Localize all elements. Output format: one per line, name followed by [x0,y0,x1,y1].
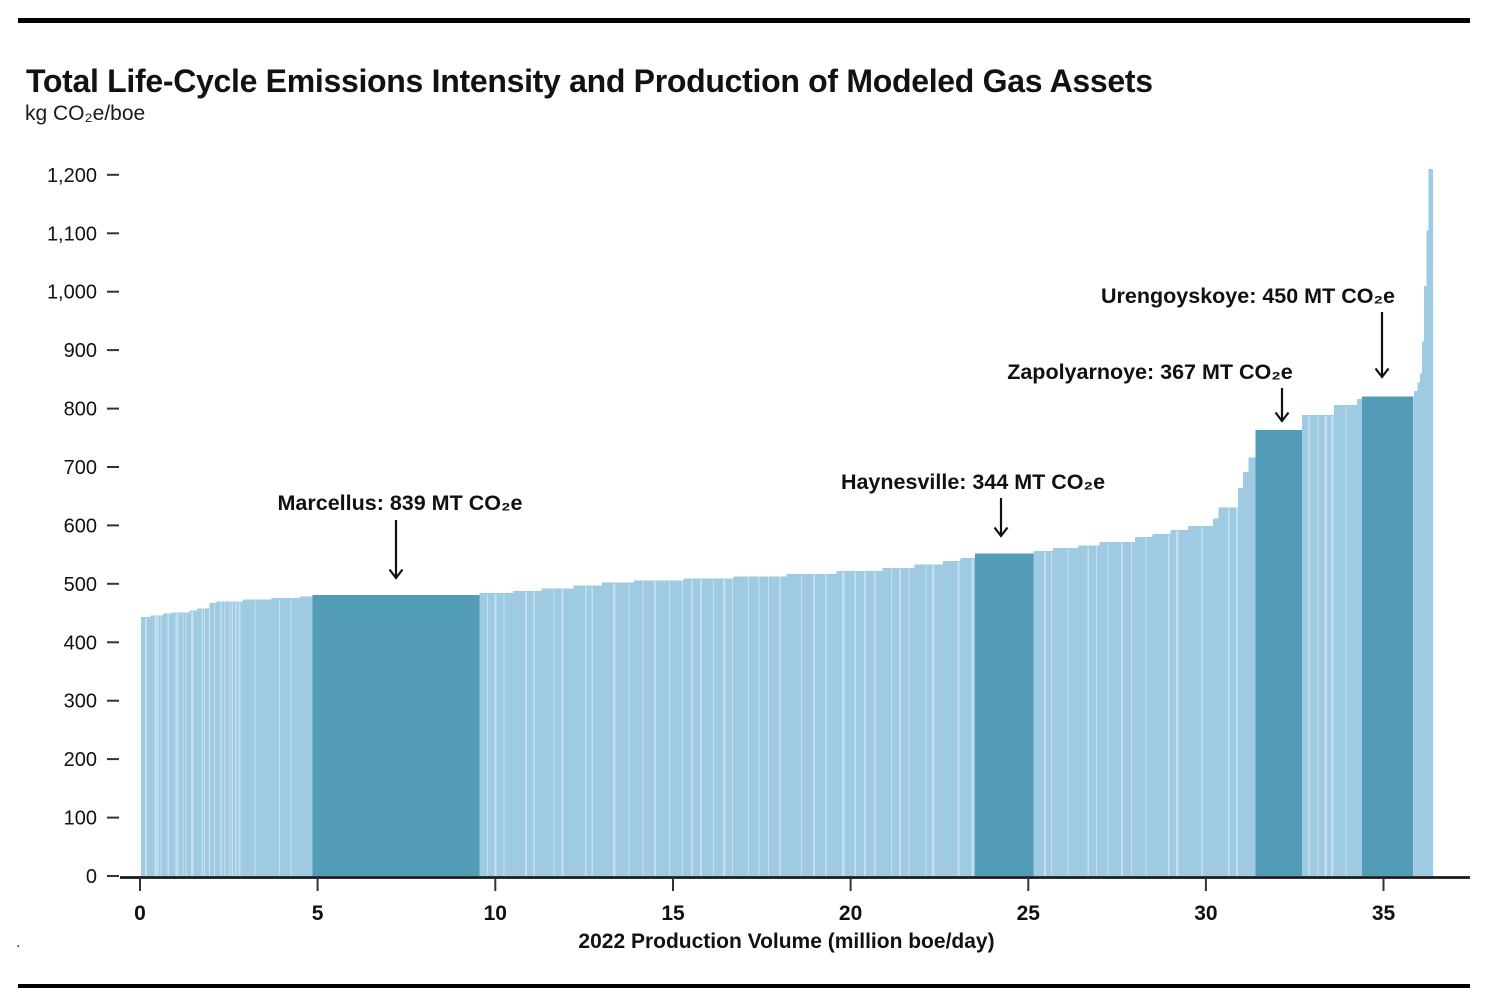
bar-segment [1421,341,1424,876]
annotation-label-zapolyarnoye: Zapolyarnoye: 367 MT CO₂e [1007,360,1293,384]
y-tick-label: 1,100 [47,223,97,245]
bar-segment [1237,488,1244,876]
asset-separators [144,405,1347,876]
x-tick-label: 10 [484,902,507,925]
bar-segment [683,578,734,876]
bar-segment [243,599,272,876]
bar-segment [1188,526,1213,876]
bar-segment [1424,285,1427,876]
y-tick-label: 1,200 [47,165,97,187]
bar-segment [914,564,943,876]
bar-segment [1213,518,1219,876]
bar-segment [1033,551,1054,876]
top-rule [18,18,1470,23]
y-tick-label: 800 [64,399,97,421]
asset-bar-zapolyarnoye [1255,430,1302,876]
bar-segment [1170,530,1189,876]
x-tick-label: 25 [1017,902,1041,925]
x-axis-label: 2022 Production Volume (million boe/day) [578,930,995,953]
y-tick-label: 300 [64,691,97,713]
y-axis-unit-label: kg CO₂e/boe [25,102,146,125]
bar-segment [1419,373,1422,876]
bars [141,169,1433,877]
bar-segment [1428,169,1433,876]
asset-bar-marcellus [312,595,480,876]
bar-segment [1053,548,1078,876]
annotation-arrowhead [388,568,404,580]
y-tick-label: 1,000 [47,282,97,304]
bar-segment [573,585,602,876]
footnote-mark: . [16,934,21,951]
axes: 01002003004005006007008009001,0001,1001,… [47,165,1470,925]
asset-bar-haynesville [975,553,1034,876]
bar-segment [271,597,300,876]
bar-segment [943,561,961,876]
bar-segment [513,590,542,876]
bar-segment [960,558,975,876]
bar-segment [1356,399,1363,876]
annotations: Marcellus: 839 MT CO₂e Haynesville: 344 M… [278,284,1395,580]
x-tick-label: 0 [134,902,146,925]
bar-segment [163,613,172,876]
asset-bar-urengoyskoye [1362,396,1414,876]
bar-segment [1248,457,1256,876]
annotation-label-urengoyskoye: Urengoyskoye: 450 MT CO₂e [1101,284,1395,308]
bar-segment [786,573,837,876]
annotation-label-marcellus: Marcellus: 839 MT CO₂e [278,491,523,515]
bar-segment [541,588,574,876]
bar-segment [1243,472,1249,876]
bar-segment [633,580,684,876]
bar-segment [172,612,190,876]
bar-segment [1099,541,1135,876]
x-tick-label: 5 [312,902,324,925]
bottom-rule [18,984,1470,988]
bar-segment [1218,507,1238,876]
x-tick-label: 35 [1372,902,1396,925]
page-title: Total Life-Cycle Emissions Intensity and… [26,63,1153,100]
bar-segment [196,608,210,876]
annotation-label-haynesville: Haynesville: 344 MT CO₂e [841,470,1105,494]
bar-segment [209,603,217,876]
y-tick-label: 900 [64,340,97,362]
y-tick-label: 700 [64,457,97,479]
x-tick-label: 30 [1194,902,1217,925]
x-tick-label: 15 [661,902,685,925]
y-tick-label: 200 [64,749,97,771]
y-tick-label: 100 [64,808,97,830]
y-tick-label: 400 [64,632,97,654]
bar-segment [299,596,313,876]
y-tick-label: 600 [64,515,97,537]
bar-segment [1426,230,1429,877]
y-tick-label: 0 [86,866,97,888]
bar-segment [1417,382,1420,876]
annotation-arrowhead [993,526,1009,538]
annotation-arrowhead [1274,411,1290,423]
annotation-arrowhead [1374,367,1390,379]
bar-segment [1152,534,1171,876]
y-tick-label: 500 [64,574,97,596]
bar-segment [733,576,787,876]
bar-segment [1333,405,1357,876]
bar-segment [1413,391,1418,876]
x-tick-label: 20 [839,902,862,925]
bar-segment [882,568,915,876]
bar-segment [1134,537,1153,876]
